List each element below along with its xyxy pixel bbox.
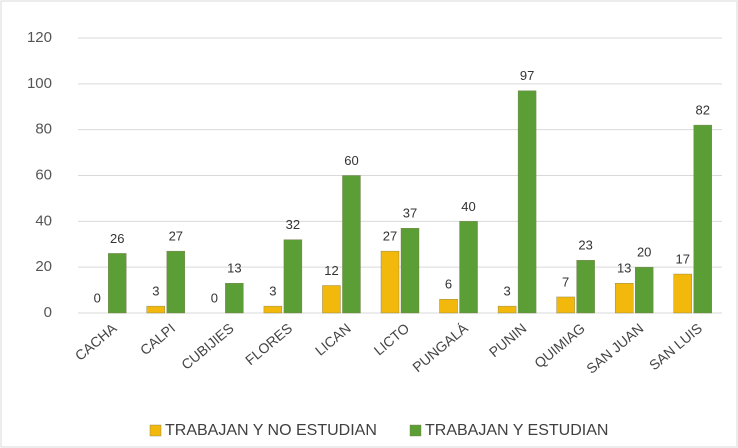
bar	[108, 253, 127, 314]
data-label: 13	[617, 261, 631, 276]
data-label: 17	[675, 251, 689, 266]
data-label: 20	[637, 245, 651, 260]
data-label: 3	[269, 284, 276, 299]
bar	[166, 250, 186, 314]
data-label: 0	[94, 290, 101, 305]
y-tick-label: 40	[35, 212, 52, 229]
data-label: 37	[403, 206, 417, 221]
legend-swatch	[149, 424, 162, 437]
bar	[576, 260, 595, 314]
data-label: 12	[324, 263, 338, 278]
y-tick-label: 100	[27, 75, 52, 92]
y-tick-label: 0	[44, 304, 52, 321]
bar	[146, 305, 166, 314]
data-label: 26	[110, 231, 124, 246]
bar	[634, 266, 654, 314]
bar	[342, 175, 361, 314]
y-tick-label: 80	[35, 121, 52, 138]
y-tick-label: 20	[35, 258, 52, 275]
data-label: 97	[520, 68, 534, 83]
data-label: 13	[227, 261, 241, 276]
data-label: 23	[578, 238, 592, 253]
bar	[459, 221, 478, 314]
bar	[517, 90, 537, 314]
data-label: 32	[286, 217, 300, 232]
data-label: 60	[344, 153, 358, 168]
bar	[693, 124, 712, 314]
bar	[497, 305, 517, 314]
data-label: 0	[211, 290, 218, 305]
bar	[439, 299, 458, 314]
bar	[322, 285, 341, 314]
y-tick-label: 120	[27, 29, 52, 46]
bar	[380, 250, 400, 314]
bar	[225, 283, 244, 314]
data-label: 40	[461, 199, 475, 214]
legend-label: TRABAJAN Y NO ESTUDIAN	[165, 422, 377, 439]
legend-label: TRABAJAN Y ESTUDIAN	[425, 422, 608, 439]
bar	[283, 239, 303, 314]
bar	[556, 296, 575, 314]
data-label: 3	[503, 284, 510, 299]
bar	[614, 283, 634, 314]
data-label: 6	[445, 277, 452, 292]
y-tick-label: 60	[35, 166, 52, 183]
bar	[673, 273, 692, 314]
bar	[263, 305, 283, 314]
data-label: 27	[383, 229, 397, 244]
legend-swatch	[409, 424, 422, 437]
data-label: 27	[169, 229, 183, 244]
data-label: 82	[695, 103, 709, 118]
bar	[400, 228, 420, 314]
data-label: 7	[562, 274, 569, 289]
data-label: 3	[152, 284, 159, 299]
